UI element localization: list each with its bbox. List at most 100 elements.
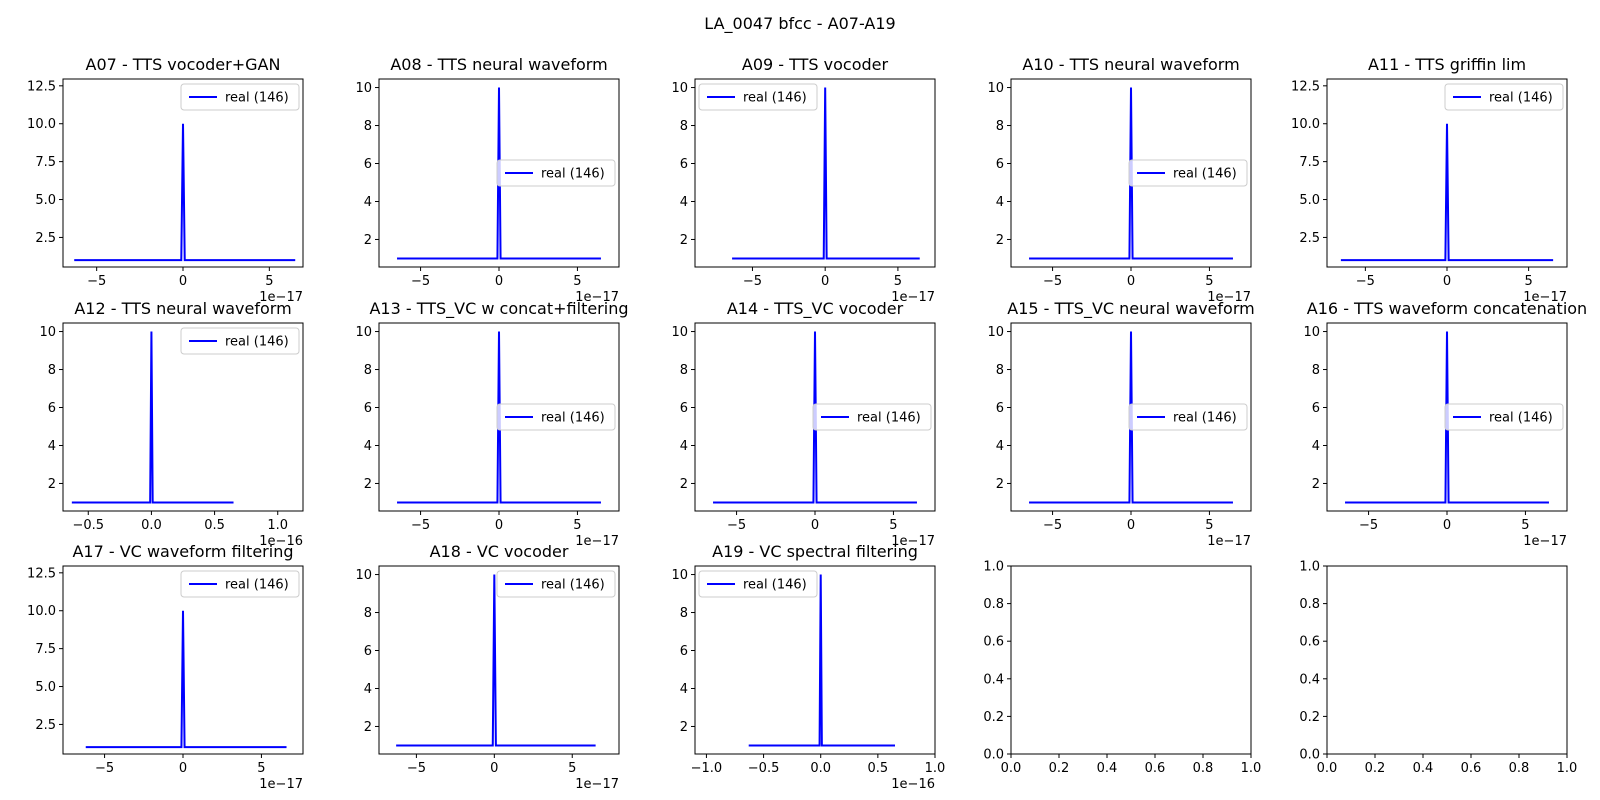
x-tick-label-a14: −5 — [727, 518, 746, 533]
x-tick-label-a13: 0 — [495, 518, 503, 533]
subplot-a08: −5 0 5 2 4 6 8 10 1e−17 A08 - TTS neural waveform… — [355, 55, 620, 305]
legend-box-a09 — [698, 83, 818, 111]
x-tick-label-a07: 5 — [265, 274, 273, 289]
legend-box-a17 — [180, 570, 300, 598]
x-tick-label-a07: −5 — [87, 274, 106, 289]
y-tick-label-a07: 7.5 — [35, 155, 56, 170]
y-tick-label-empty1: 0.2 — [983, 710, 1004, 725]
y-tick-label-empty1: 0.0 — [983, 748, 1004, 763]
legend-label-a11: real (146) — [1489, 91, 1553, 106]
y-tick-label-a16: 2 — [1312, 477, 1320, 492]
series-line-a15 — [1029, 331, 1233, 504]
legend-box-a15 — [1128, 403, 1248, 431]
x-offset-label-a19: 1e−16 — [891, 777, 935, 792]
y-tick-label-a16: 6 — [1312, 401, 1320, 416]
y-tick-label-a13: 2 — [364, 477, 372, 492]
x-offset-label-a16: 1e−17 — [1523, 534, 1567, 549]
legend-box-a19 — [698, 570, 818, 598]
subplot-title-a16: A16 - TTS waveform concatenation — [1307, 299, 1587, 318]
legend-box-a10 — [1128, 159, 1248, 187]
x-tick-label-a15: −5 — [1043, 518, 1062, 533]
series-line-a19 — [748, 574, 895, 747]
y-tick-label-a13: 6 — [364, 401, 372, 416]
y-tick-label-a08: 2 — [364, 233, 372, 248]
x-tick-label-a17: 0 — [179, 761, 187, 776]
subplot-a19: −1.0 −0.5 0.0 0.5 1.0 2 4 6 8 10 1e−16 A19 - VC spe… — [671, 542, 945, 792]
legend-box-a18 — [496, 570, 616, 598]
axes-frame-empty1 — [1010, 565, 1252, 755]
x-tick-label-a08: −5 — [411, 274, 430, 289]
legend-a09: real (146) — [698, 83, 818, 111]
subplot-a09: −5 0 5 2 4 6 8 10 1e−17 A09 - TTS vocoder real (14… — [671, 55, 936, 305]
x-offset-label-a13: 1e−17 — [575, 534, 619, 549]
y-tick-label-a11: 7.5 — [1299, 155, 1320, 170]
legend-a10: real (146) — [1128, 159, 1248, 187]
y-tick-label-a19: 10 — [671, 568, 688, 583]
subplot-a12: −0.5 0.0 0.5 1.0 2 4 6 8 10 1e−16 A12 - TTS neural… — [39, 299, 304, 549]
x-offset-label-a12: 1e−16 — [259, 534, 303, 549]
legend-a16: real (146) — [1444, 403, 1564, 431]
subplot-title-a14: A14 - TTS_VC vocoder — [727, 299, 904, 319]
x-tick-label-a13: −5 — [411, 518, 430, 533]
y-tick-label-a17: 12.5 — [27, 566, 56, 581]
x-tick-label-empty1: 0.2 — [1049, 761, 1070, 776]
series-line-a11 — [1340, 123, 1554, 262]
legend-box-a08 — [496, 159, 616, 187]
y-tick-label-a15: 6 — [996, 401, 1004, 416]
axes-frame-a19 — [694, 565, 936, 755]
y-tick-label-a09: 10 — [671, 81, 688, 96]
y-tick-label-empty1: 0.6 — [983, 635, 1004, 650]
x-tick-label-empty2: 0.4 — [1413, 761, 1434, 776]
y-tick-label-a15: 10 — [987, 325, 1004, 340]
legend-a19: real (146) — [698, 570, 818, 598]
y-tick-label-a14: 8 — [680, 363, 688, 378]
y-tick-label-a18: 8 — [364, 606, 372, 621]
legend-label-a09: real (146) — [743, 91, 807, 106]
y-tick-label-a15: 4 — [996, 439, 1004, 454]
axes-frame-empty2 — [1326, 565, 1568, 755]
subplot-a07: −5 0 5 2.5 5.0 7.5 10.0 12.5 1e−17 A07 - TTS voco… — [27, 55, 304, 305]
legend-label-a07: real (146) — [225, 91, 289, 106]
x-tick-label-a19: −0.5 — [748, 761, 780, 776]
x-offset-label-a14: 1e−17 — [891, 534, 935, 549]
axes-frame-a18 — [378, 565, 620, 755]
axes-frame-a12 — [62, 322, 304, 512]
y-tick-label-a09: 4 — [680, 195, 688, 210]
y-tick-label-a10: 8 — [996, 119, 1004, 134]
y-tick-label-a11: 10.0 — [1291, 117, 1320, 132]
y-tick-label-a19: 2 — [680, 720, 688, 735]
legend-box-a14 — [812, 403, 932, 431]
y-tick-label-a14: 2 — [680, 477, 688, 492]
subplot-a17: −5 0 5 2.5 5.0 7.5 10.0 12.5 1e−17 A17 - VC wavef… — [27, 542, 304, 792]
y-tick-label-a19: 4 — [680, 682, 688, 697]
y-tick-label-a10: 2 — [996, 233, 1004, 248]
y-tick-label-a10: 4 — [996, 195, 1004, 210]
legend-label-a13: real (146) — [541, 411, 605, 426]
y-tick-label-a19: 6 — [680, 644, 688, 659]
series-line-a18 — [396, 574, 596, 747]
y-tick-label-a16: 10 — [1303, 325, 1320, 340]
x-tick-label-a13: 5 — [573, 518, 581, 533]
legend-label-a14: real (146) — [857, 411, 921, 426]
legend-label-a08: real (146) — [541, 167, 605, 182]
x-tick-label-empty2: 1.0 — [1557, 761, 1578, 776]
series-line-a07 — [74, 123, 296, 262]
y-tick-label-a14: 6 — [680, 401, 688, 416]
series-line-a16 — [1345, 331, 1549, 504]
subplot-a10: −5 0 5 2 4 6 8 10 1e−17 A10 - TTS neural waveform… — [987, 55, 1252, 305]
y-tick-label-a13: 10 — [355, 325, 372, 340]
legend-a11: real (146) — [1444, 83, 1564, 111]
subplot-title-a15: A15 - TTS_VC neural waveform — [1007, 299, 1254, 319]
y-tick-label-a09: 8 — [680, 119, 688, 134]
x-tick-label-a16: 0 — [1443, 518, 1451, 533]
y-tick-label-a08: 4 — [364, 195, 372, 210]
x-tick-label-a14: 5 — [889, 518, 897, 533]
subplot-title-a17: A17 - VC waveform filtering — [72, 542, 293, 561]
y-tick-label-a18: 2 — [364, 720, 372, 735]
x-tick-label-a10: 5 — [1205, 274, 1213, 289]
y-tick-label-a12: 6 — [48, 401, 56, 416]
x-tick-label-a11: 5 — [1524, 274, 1532, 289]
x-offset-label-a10: 1e−17 — [1207, 290, 1251, 305]
legend-label-a10: real (146) — [1173, 167, 1237, 182]
y-tick-label-a10: 6 — [996, 157, 1004, 172]
